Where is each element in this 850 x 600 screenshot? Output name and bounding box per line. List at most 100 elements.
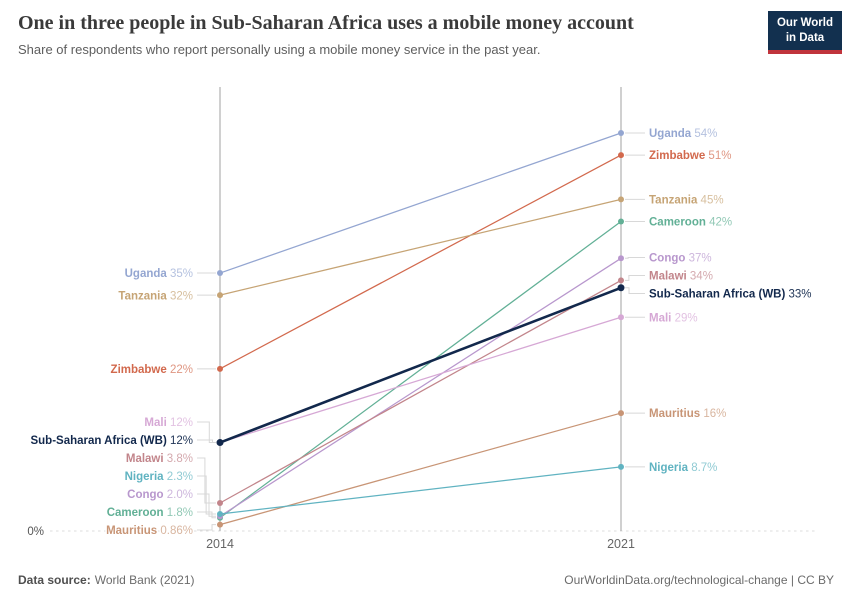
series-label-left: Zimbabwe 22% [111, 364, 193, 376]
series-value: 0.86% [157, 525, 193, 537]
label-connector [197, 493, 216, 517]
label-connector [197, 475, 216, 515]
series-value: 1.8% [164, 507, 193, 519]
label-connector [197, 457, 216, 504]
series-value: 45% [697, 194, 723, 206]
y-axis-zero-label: 0% [27, 526, 44, 538]
series-dot-end [618, 218, 624, 225]
chart-footer: Data source: World Bank (2021) OurWorldin… [18, 573, 834, 587]
series-value: 51% [705, 150, 731, 162]
series-value: 37% [685, 253, 711, 265]
series-dot-start [217, 521, 223, 528]
series-dot-start [217, 270, 223, 277]
series-value: 54% [691, 128, 717, 140]
series-value: 12% [167, 435, 193, 447]
series-line [219, 466, 622, 515]
series-value: 22% [167, 364, 193, 376]
series-dot-start [217, 511, 223, 518]
series-value: 32% [167, 290, 193, 302]
footer-attribution: OurWorldinData.org/technological-change … [564, 573, 834, 587]
series-name: Mauritius [106, 525, 157, 537]
owid-logo-line2: in Data [785, 31, 825, 44]
series-value: 29% [671, 312, 697, 324]
chart-header: One in three people in Sub-Saharan Afric… [18, 12, 750, 57]
x-tick-label: 2014 [206, 537, 234, 551]
series-label-right: Zimbabwe 51% [649, 150, 731, 162]
series-name: Nigeria [125, 471, 165, 483]
series-line [219, 154, 622, 370]
series-label-right: Cameroon 42% [649, 217, 732, 229]
label-connector [197, 421, 216, 444]
chart-subtitle: Share of respondents who report personal… [18, 42, 541, 57]
series-label-right: Uganda 54% [649, 128, 717, 140]
data-source-value: World Bank (2021) [94, 573, 195, 587]
series-label-left: Congo 2.0% [127, 489, 193, 501]
series-dot-end [618, 196, 624, 203]
series-label-left: Nigeria 2.3% [125, 471, 193, 483]
series-name: Malawi [649, 271, 687, 283]
series-dot-start [217, 365, 223, 372]
series-line [219, 279, 622, 504]
series-label-right: Sub-Saharan Africa (WB) 33% [649, 289, 812, 301]
series-line [219, 257, 622, 517]
series-dot-end [617, 284, 625, 292]
label-connector [625, 287, 645, 294]
series-value: 8.7% [688, 462, 717, 474]
series-name: Congo [127, 489, 163, 501]
series-line [219, 198, 622, 296]
label-connector [197, 511, 216, 519]
series-name: Cameroon [107, 507, 164, 519]
series-name: Tanzania [649, 194, 698, 206]
series-name: Mauritius [649, 408, 700, 420]
series-label-right: Tanzania 45% [649, 194, 724, 206]
series-label-left: Tanzania 32% [118, 290, 193, 302]
series-value: 42% [706, 217, 732, 229]
label-connector [197, 524, 216, 531]
series-label-right: Congo 37% [649, 253, 712, 265]
series-dot-end [618, 463, 624, 470]
series-name: Malawi [126, 453, 164, 465]
series-value: 33% [785, 289, 811, 301]
series-value: 3.8% [164, 453, 193, 465]
series-dot-end [618, 129, 624, 136]
series-dot-start [217, 499, 223, 506]
series-label-left: Mali 12% [144, 417, 193, 429]
series-value: 2.3% [164, 471, 193, 483]
series-value: 35% [167, 268, 193, 280]
page-title: One in three people in Sub-Saharan Afric… [18, 12, 634, 34]
series-dot-end [618, 410, 624, 417]
series-name: Congo [649, 253, 685, 265]
series-name: Uganda [125, 268, 168, 280]
series-name: Tanzania [118, 290, 167, 302]
series-value: 34% [687, 271, 713, 283]
series-dot-start [216, 439, 224, 447]
series-dot-end [618, 277, 624, 284]
data-source: Data source: World Bank (2021) [18, 573, 195, 587]
series-value: 2.0% [164, 489, 193, 501]
series-line [219, 132, 622, 274]
series-name: Nigeria [649, 462, 689, 474]
label-connector [197, 439, 216, 444]
series-dot-end [618, 314, 624, 321]
series-name: Zimbabwe [111, 364, 167, 376]
series-label-right: Mali 29% [649, 312, 698, 324]
series-label-right: Nigeria 8.7% [649, 462, 717, 474]
series-dot-end [618, 152, 624, 159]
series-label-left: Uganda 35% [125, 268, 193, 280]
owid-logo-line1: Our World [776, 17, 833, 29]
x-tick-label: 2021 [607, 537, 635, 551]
series-line [219, 286, 622, 444]
data-source-label: Data source: [18, 573, 91, 587]
series-name: Zimbabwe [649, 150, 705, 162]
series-value: 16% [700, 408, 726, 420]
series-line [219, 220, 622, 519]
series-name: Mali [649, 312, 671, 324]
series-label-right: Malawi 34% [649, 271, 713, 283]
owid-logo: Our World in Data [768, 11, 842, 54]
series-name: Mali [144, 417, 166, 429]
series-name: Sub-Saharan Africa (WB) [30, 435, 166, 447]
series-label-left: Sub-Saharan Africa (WB) 12% [30, 435, 193, 447]
